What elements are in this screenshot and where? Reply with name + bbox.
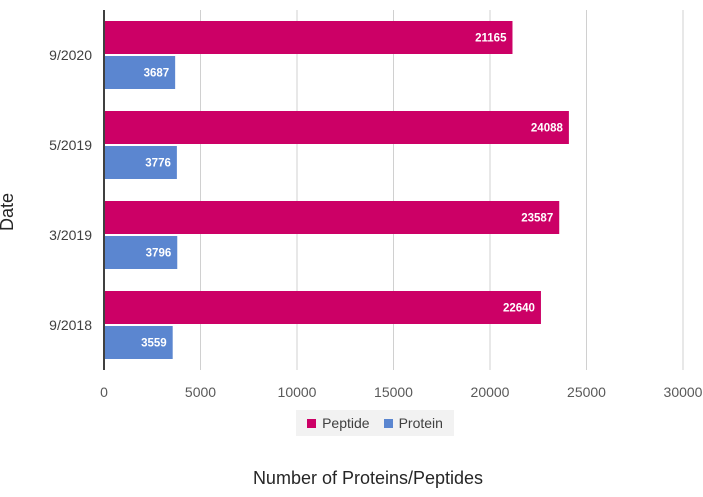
- data-label: 24088: [531, 123, 564, 135]
- data-label: 21165: [475, 33, 507, 45]
- legend-swatch-protein: [383, 418, 393, 428]
- legend-label-protein: Protein: [398, 415, 443, 431]
- category-labels: 9/2020 5/2019 3/2019 9/2018: [49, 47, 92, 333]
- y-axis-title: Date: [0, 193, 17, 231]
- legend-item-protein[interactable]: Protein: [383, 415, 443, 431]
- legend-swatch-peptide: [307, 418, 317, 428]
- data-label: 3687: [144, 68, 170, 80]
- bar-peptide[interactable]: [104, 201, 560, 234]
- x-tick-label: 5000: [185, 384, 216, 400]
- category-label: 9/2020: [49, 47, 92, 63]
- x-axis-title: Number of Proteins/Peptides: [253, 468, 483, 488]
- data-label: 23587: [521, 213, 553, 225]
- category-label: 5/2019: [49, 137, 92, 153]
- x-tick-label: 10000: [278, 384, 317, 400]
- data-label: 3559: [141, 338, 167, 350]
- legend-label-peptide: Peptide: [322, 415, 370, 431]
- data-labels: 21165 3687 24088 3776 23587 3796 22640 3559: [141, 33, 563, 350]
- data-label: 3796: [146, 248, 172, 260]
- category-label: 3/2019: [49, 227, 92, 243]
- bar-protein[interactable]: [104, 236, 178, 269]
- x-tick-label: 15000: [374, 384, 413, 400]
- x-tick-labels: 0 5000 10000 15000 20000 25000 30000: [100, 384, 703, 400]
- legend: Peptide Protein: [296, 410, 454, 436]
- bar-protein[interactable]: [104, 56, 176, 89]
- bar-protein[interactable]: [104, 326, 173, 359]
- bars: [104, 21, 569, 359]
- data-label: 3776: [145, 158, 171, 170]
- x-tick-label: 0: [100, 384, 108, 400]
- bar-peptide[interactable]: [104, 291, 541, 324]
- bar-peptide[interactable]: [104, 111, 569, 144]
- x-tick-label: 20000: [471, 384, 510, 400]
- data-label: 22640: [503, 303, 535, 315]
- bar-peptide[interactable]: [104, 21, 513, 54]
- x-tick-label: 30000: [664, 384, 703, 400]
- x-tick-label: 25000: [567, 384, 606, 400]
- category-label: 9/2018: [49, 317, 92, 333]
- legend-item-peptide[interactable]: Peptide: [307, 415, 370, 431]
- bar-protein[interactable]: [104, 146, 177, 179]
